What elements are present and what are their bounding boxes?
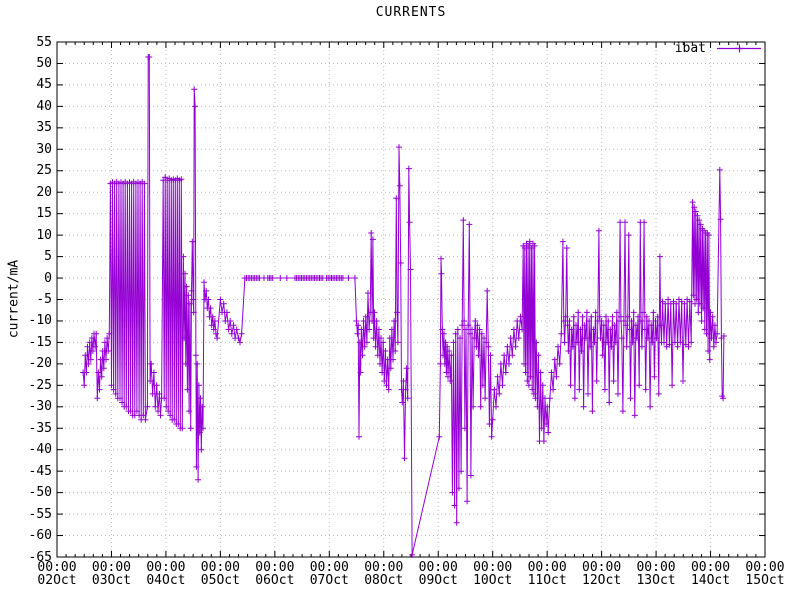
- x-tick-label: 00:00 06Oct: [245, 561, 305, 587]
- x-tick-date: 09Oct: [418, 573, 458, 588]
- x-tick-time: 00:00: [690, 560, 731, 575]
- y-tick-label: -30: [28, 399, 52, 415]
- x-tick-label: 00:00 12Oct: [572, 561, 632, 587]
- x-tick-date: 14Oct: [690, 573, 731, 588]
- y-tick-label: 10: [36, 227, 52, 243]
- x-tick-label: 00:00 15Oct: [735, 561, 795, 587]
- x-tick-date: 13Oct: [636, 573, 676, 588]
- x-tick-time: 00:00: [309, 560, 349, 575]
- series-markers-ibat: [80, 54, 727, 558]
- y-tick-label: -65: [28, 549, 52, 565]
- x-tick-time: 00:00: [200, 560, 240, 575]
- y-tick-label: 20: [36, 184, 52, 200]
- x-tick-date: 07Oct: [309, 573, 349, 588]
- y-tick-label: 35: [36, 120, 52, 136]
- x-tick-label: 00:00 10Oct: [463, 561, 523, 587]
- x-tick-date: 12Oct: [582, 573, 622, 588]
- x-tick-time: 00:00: [745, 560, 785, 575]
- y-tick-label: 40: [36, 98, 52, 114]
- x-tick-date: 02Oct: [37, 573, 77, 588]
- y-tick-label: -40: [28, 442, 52, 458]
- x-tick-time: 00:00: [91, 560, 132, 575]
- x-tick-date: 08Oct: [364, 573, 404, 588]
- x-tick-date: 03Oct: [91, 573, 132, 588]
- y-tick-label: -25: [28, 377, 52, 393]
- y-tick-label: 45: [36, 77, 52, 93]
- y-tick-label: 5: [44, 249, 52, 265]
- x-tick-time: 00:00: [146, 560, 186, 575]
- y-tick-label: 55: [36, 34, 52, 50]
- y-tick-label: 25: [36, 163, 52, 179]
- y-tick-label: 30: [36, 141, 52, 157]
- y-tick-label: 0: [44, 270, 52, 286]
- x-tick-time: 00:00: [37, 560, 77, 575]
- legend-series-label: ibat: [674, 41, 706, 56]
- y-tick-label: -10: [28, 313, 52, 329]
- legend-line-sample-icon: [717, 44, 761, 53]
- x-tick-time: 00:00: [418, 560, 458, 575]
- y-tick-label: -55: [28, 506, 52, 522]
- x-tick-time: 00:00: [582, 560, 622, 575]
- x-tick-label: 00:00 14Oct: [681, 561, 741, 587]
- x-tick-date: 06Oct: [255, 573, 295, 588]
- x-tick-date: 11Oct: [527, 573, 567, 588]
- x-tick-label: 00:00 08Oct: [354, 561, 414, 587]
- x-tick-time: 00:00: [364, 560, 404, 575]
- x-tick-time: 00:00: [473, 560, 513, 575]
- y-tick-label: 15: [36, 206, 52, 222]
- x-tick-date: 05Oct: [200, 573, 240, 588]
- x-tick-time: 00:00: [255, 560, 295, 575]
- y-tick-label: -60: [28, 528, 52, 544]
- x-tick-date: 15Oct: [745, 573, 785, 588]
- series-line-ibat: [82, 56, 725, 556]
- x-tick-label: 00:00 04Oct: [136, 561, 196, 587]
- y-tick-label: 50: [36, 55, 52, 71]
- y-tick-label: -35: [28, 420, 52, 436]
- y-tick-label: -20: [28, 356, 52, 372]
- x-tick-time: 00:00: [527, 560, 567, 575]
- y-tick-label: -45: [28, 463, 52, 479]
- chart-title: CURRENTS: [375, 5, 447, 20]
- y-tick-label: -50: [28, 485, 52, 501]
- x-tick-label: 00:00 11Oct: [517, 561, 577, 587]
- x-tick-time: 00:00: [636, 560, 676, 575]
- x-tick-label: 00:00 02Oct: [27, 561, 87, 587]
- y-tick-label: -15: [28, 334, 52, 350]
- y-tick-label: -5: [36, 292, 52, 307]
- x-tick-label: 00:00 03Oct: [81, 561, 141, 587]
- x-tick-date: 10Oct: [473, 573, 513, 588]
- x-tick-label: 00:00 05Oct: [190, 561, 250, 587]
- x-tick-label: 00:00 09Oct: [408, 561, 468, 587]
- legend: ibat: [675, 41, 762, 56]
- x-tick-label: 00:00 07Oct: [299, 561, 359, 587]
- x-tick-date: 04Oct: [146, 573, 186, 588]
- plot-border: [56, 41, 766, 558]
- x-tick-label: 00:00 13Oct: [626, 561, 686, 587]
